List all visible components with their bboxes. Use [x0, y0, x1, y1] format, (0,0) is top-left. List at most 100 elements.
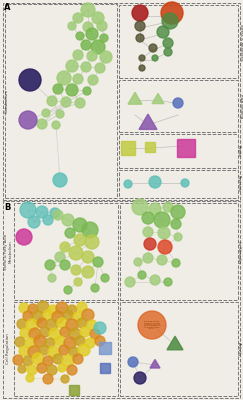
- Circle shape: [61, 375, 69, 383]
- Circle shape: [50, 208, 60, 218]
- Circle shape: [64, 337, 76, 349]
- Circle shape: [48, 346, 60, 358]
- Circle shape: [152, 55, 158, 61]
- Circle shape: [60, 260, 70, 270]
- Circle shape: [37, 318, 47, 328]
- Circle shape: [73, 13, 83, 23]
- Circle shape: [135, 21, 145, 31]
- Circle shape: [37, 301, 49, 313]
- Circle shape: [28, 304, 38, 314]
- Circle shape: [144, 238, 156, 250]
- Circle shape: [88, 75, 98, 85]
- Circle shape: [76, 32, 84, 40]
- Circle shape: [66, 84, 78, 96]
- Circle shape: [60, 242, 70, 252]
- Circle shape: [74, 234, 86, 246]
- Circle shape: [19, 303, 29, 313]
- Text: B: B: [4, 203, 10, 212]
- Circle shape: [162, 13, 178, 29]
- Bar: [119, 134, 238, 168]
- Circle shape: [29, 328, 41, 340]
- Circle shape: [138, 311, 166, 339]
- Circle shape: [149, 203, 161, 215]
- Bar: [3, 3, 240, 200]
- Circle shape: [55, 252, 65, 262]
- Circle shape: [66, 60, 78, 72]
- Circle shape: [77, 302, 87, 312]
- Circle shape: [82, 251, 94, 263]
- Circle shape: [49, 328, 61, 340]
- Circle shape: [87, 51, 97, 61]
- Bar: [99, 342, 111, 354]
- Polygon shape: [150, 360, 160, 368]
- Circle shape: [73, 50, 83, 60]
- Circle shape: [37, 363, 47, 373]
- Circle shape: [65, 228, 75, 238]
- Circle shape: [19, 111, 37, 129]
- Bar: [120, 203, 238, 300]
- Circle shape: [57, 318, 67, 328]
- Circle shape: [15, 337, 25, 347]
- Bar: [121, 141, 135, 155]
- Circle shape: [101, 274, 109, 282]
- Circle shape: [37, 119, 47, 129]
- Circle shape: [142, 212, 154, 224]
- Circle shape: [128, 357, 138, 367]
- Circle shape: [157, 255, 167, 265]
- Circle shape: [87, 320, 97, 330]
- Circle shape: [86, 28, 98, 40]
- Circle shape: [134, 372, 146, 384]
- Circle shape: [134, 258, 142, 266]
- Circle shape: [73, 218, 87, 232]
- Bar: [145, 142, 155, 152]
- Circle shape: [149, 44, 157, 52]
- Circle shape: [124, 180, 132, 188]
- Text: Oxidoreductase
Activity: Oxidoreductase Activity: [237, 334, 243, 364]
- Circle shape: [25, 338, 35, 348]
- Circle shape: [20, 202, 36, 218]
- Circle shape: [27, 365, 37, 375]
- Circle shape: [20, 328, 30, 338]
- Circle shape: [77, 318, 87, 328]
- Circle shape: [132, 199, 148, 215]
- Circle shape: [163, 38, 173, 48]
- Text: oxidoreductase
activity, acting
on the CH-CH
group of donors
in biosynthetic
rou: oxidoreductase activity, acting on the C…: [144, 321, 160, 329]
- Polygon shape: [139, 114, 157, 129]
- Circle shape: [73, 74, 83, 84]
- Circle shape: [53, 354, 63, 364]
- Circle shape: [42, 109, 50, 117]
- Circle shape: [32, 311, 44, 323]
- Circle shape: [92, 12, 104, 24]
- Circle shape: [157, 26, 169, 38]
- Bar: [177, 139, 195, 157]
- Circle shape: [154, 212, 170, 228]
- Circle shape: [93, 257, 103, 267]
- Circle shape: [17, 319, 27, 329]
- Circle shape: [95, 336, 105, 346]
- Circle shape: [68, 22, 76, 30]
- Circle shape: [172, 259, 180, 267]
- Text: Hormone
Response: Hormone Response: [237, 176, 243, 192]
- Circle shape: [174, 233, 182, 241]
- Circle shape: [23, 311, 33, 321]
- Circle shape: [23, 356, 33, 366]
- Circle shape: [63, 310, 73, 320]
- Circle shape: [82, 309, 94, 321]
- Circle shape: [56, 110, 64, 118]
- Text: Extracellular
Region: Extracellular Region: [237, 140, 243, 162]
- Circle shape: [171, 205, 185, 219]
- Circle shape: [161, 2, 183, 24]
- Circle shape: [94, 322, 106, 334]
- Circle shape: [40, 327, 50, 337]
- Circle shape: [143, 253, 153, 263]
- Circle shape: [52, 121, 60, 129]
- Circle shape: [83, 22, 93, 32]
- Circle shape: [82, 266, 94, 278]
- Circle shape: [62, 214, 74, 226]
- Circle shape: [16, 229, 32, 245]
- Circle shape: [55, 336, 65, 346]
- Circle shape: [78, 344, 90, 356]
- Bar: [5, 4, 117, 198]
- Text: Sterol & Fatty Acid
Metabolism: Sterol & Fatty Acid Metabolism: [4, 234, 12, 270]
- Circle shape: [91, 284, 99, 292]
